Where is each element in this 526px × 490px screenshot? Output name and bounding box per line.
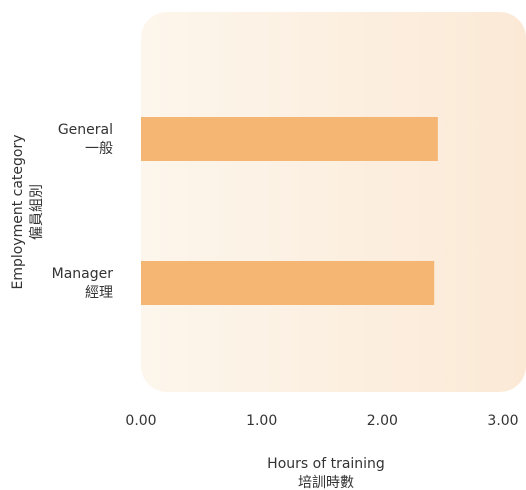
- bars-group: [141, 117, 438, 305]
- x-tick-label: 3.00: [487, 413, 518, 429]
- x-tick-label: 2.00: [367, 413, 398, 429]
- y-axis-title-zh: 僱員組別: [29, 184, 45, 240]
- x-tick-labels: 0.00 1.00 2.00 3.00: [125, 413, 518, 429]
- category-label-zh: 一般: [85, 141, 113, 157]
- bar-manager: [141, 261, 435, 305]
- category-label-en: Manager: [52, 266, 114, 282]
- category-label-en: General: [58, 122, 113, 138]
- plot-panel: [141, 12, 526, 392]
- bar-general: [141, 117, 438, 161]
- x-axis-title-zh: 培訓時數: [298, 475, 354, 490]
- x-axis-title: Hours of training 培訓時數: [267, 456, 385, 490]
- category-label-zh: 經理: [85, 285, 113, 301]
- x-axis-title-en: Hours of training: [267, 456, 385, 472]
- y-axis-title: Employment category 僱員組別: [10, 134, 45, 289]
- x-tick-label: 0.00: [125, 413, 156, 429]
- y-axis-title-en: Employment category: [10, 134, 26, 289]
- category-labels: General 一般 Manager 經理: [52, 122, 114, 301]
- x-tick-label: 1.00: [246, 413, 277, 429]
